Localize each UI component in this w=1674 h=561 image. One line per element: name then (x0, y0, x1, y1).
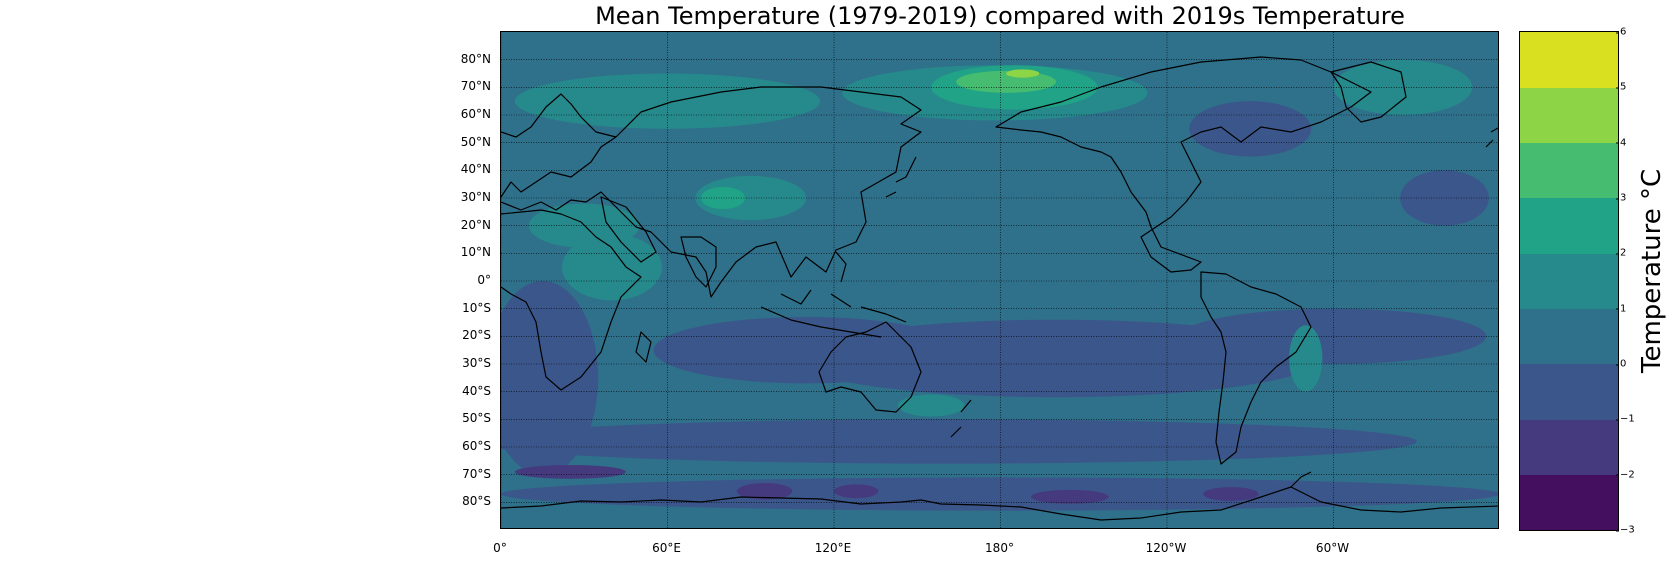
colorbar-segment (1520, 419, 1618, 476)
field-region (834, 484, 879, 499)
lat-tick-label: 10°N (460, 245, 491, 260)
lat-tick-label: 0° (477, 273, 491, 287)
lon-tick-label: 120°E (814, 541, 852, 555)
coastline-indonesia (760, 289, 907, 338)
colorbar-segment (1520, 32, 1618, 88)
lat-tick-label: 60°S (462, 439, 491, 453)
lat-tick-label: 50°S (462, 411, 491, 426)
colorbar-segment (1520, 364, 1618, 420)
field-region (1189, 101, 1312, 157)
temperature-field (501, 32, 1498, 528)
lon-tick-label: 0° (493, 541, 507, 555)
lat-tick-label: 20°S (462, 328, 491, 343)
colorbar-tick-label: 1 (1615, 303, 1627, 315)
field-region (501, 419, 1417, 464)
coastline-japan (885, 156, 917, 198)
map-plot-area (500, 31, 1499, 529)
coastline-australia (818, 321, 922, 413)
field-region (1203, 487, 1259, 501)
lon-tick-label: 60°W (1315, 541, 1350, 555)
lat-tick-label: 30°N (460, 190, 491, 204)
colorbar-segment (1520, 308, 1618, 365)
colorbar-segment (1520, 142, 1618, 199)
colorbar-tick-label: 6 (1615, 26, 1627, 38)
lat-tick-label: 20°N (460, 217, 491, 232)
colorbar-segment (1520, 87, 1618, 144)
colorbar-tick-label: 5 (1615, 81, 1627, 93)
field-region (897, 394, 965, 417)
colorbar-label: Temperature °C (1637, 168, 1667, 373)
colorbar-tick-label: 2 (1615, 247, 1627, 259)
coastline-antarctica (501, 486, 1498, 521)
coastline-eurasia (501, 86, 922, 298)
coastline-new-zealand (950, 399, 972, 438)
colorbar-tick-label: 4 (1615, 137, 1627, 149)
coastline-philippines (835, 251, 847, 283)
lon-tick-label: 60°E (652, 541, 681, 555)
coastline-antarctic-peninsula (1290, 471, 1312, 488)
coastline-madagascar (635, 331, 652, 363)
field-region (653, 316, 959, 384)
lat-tick-label: 70°S (462, 466, 491, 481)
field-region (501, 281, 599, 475)
field-region (1031, 489, 1109, 504)
colorbar-tick-label: 0 (1615, 358, 1627, 370)
field-region (514, 73, 821, 129)
lat-tick-label: 30°S (462, 356, 491, 370)
field-region (1006, 69, 1040, 78)
lat-tick-label: 10°S (462, 300, 491, 315)
lat-tick-label: 40°N (460, 162, 491, 177)
field-region (956, 70, 1056, 93)
field-region (1289, 325, 1323, 392)
map-svg (501, 32, 1498, 528)
lat-tick-label: 80°S (462, 494, 491, 509)
colorbar-tick-label: −3 (1616, 524, 1635, 536)
lon-tick-label: 180° (985, 541, 1014, 555)
lon-tick-label: 120°W (1145, 541, 1187, 555)
coastline-north-america (995, 56, 1372, 273)
field-region (736, 482, 793, 500)
coastline-arabia (600, 196, 657, 263)
colorbar-tick-label: 3 (1615, 192, 1627, 204)
coastline-india (680, 236, 717, 288)
lat-tick-label: 40°S (462, 383, 491, 398)
colorbar-segment (1520, 253, 1618, 310)
coastline-uk (1485, 127, 1498, 148)
field-region (700, 186, 746, 210)
lat-tick-label: 60°N (460, 107, 491, 121)
colorbar-segment (1520, 198, 1618, 254)
graticule (501, 32, 1498, 528)
coastlines (501, 56, 1498, 521)
coastline-greenland (1330, 61, 1407, 123)
coastline-africa (501, 209, 642, 391)
coastline-south-america (1200, 271, 1312, 465)
field-region (514, 464, 626, 479)
colorbar-segment (1520, 474, 1618, 531)
chart-title: Mean Temperature (1979-2019) compared wi… (595, 2, 1405, 30)
colorbar-tick-label: −1 (1616, 413, 1635, 425)
colorbar (1519, 31, 1619, 531)
field-region (1333, 59, 1473, 115)
field-region (562, 233, 662, 301)
lat-tick-label: 80°N (460, 51, 491, 66)
lat-tick-label: 70°N (460, 79, 491, 94)
colorbar-tick-label: −2 (1616, 469, 1635, 481)
lat-tick-label: 50°N (460, 134, 491, 149)
